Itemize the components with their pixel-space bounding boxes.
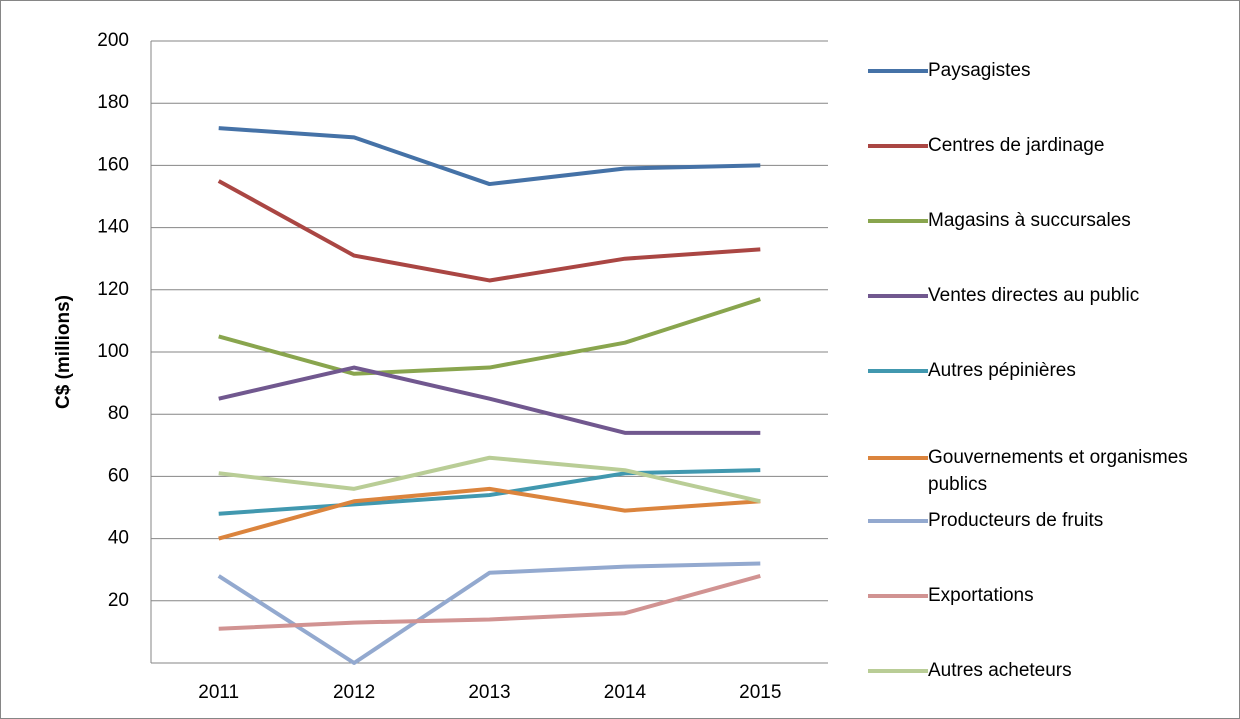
- legend-label: Magasins à succursales: [928, 210, 1131, 231]
- series-line: [218, 126, 761, 187]
- x-tick-label: 2012: [333, 682, 375, 703]
- x-tick-label: 2013: [468, 682, 510, 703]
- legend-label: Centres de jardinage: [928, 135, 1105, 156]
- series-line: [218, 468, 761, 516]
- y-tick-label: 140: [97, 217, 129, 238]
- y-tick-label: 60: [108, 465, 129, 486]
- legend-swatch: [868, 69, 928, 73]
- legend-label: Ventes directes au public: [928, 285, 1140, 306]
- y-tick-label: 100: [97, 341, 129, 362]
- x-tick-label: 2011: [198, 682, 239, 703]
- y-tick-label: 120: [97, 279, 129, 300]
- legend-label: Autres acheteurs: [928, 660, 1072, 681]
- legend-item: Paysagistes: [868, 57, 1218, 84]
- series-line: [218, 297, 761, 376]
- legend-label: Autres pépinières: [928, 360, 1076, 381]
- legend-label: Gouvernements et organismes publics: [928, 447, 1188, 495]
- legend-swatch: [868, 594, 928, 598]
- x-tick-label: 2014: [604, 682, 647, 703]
- legend-item: Producteurs de fruits: [868, 507, 1218, 534]
- series-line: [218, 486, 761, 541]
- y-tick-label: 20: [108, 590, 129, 611]
- legend-swatch: [868, 456, 928, 460]
- legend-item: Exportations: [868, 582, 1218, 609]
- x-tick-label: 2015: [739, 682, 781, 703]
- series-line: [217, 561, 761, 665]
- legend-item: Ventes directes au public: [868, 282, 1218, 309]
- legend-swatch: [868, 519, 928, 523]
- series-line: [218, 455, 761, 504]
- series-line: [217, 179, 761, 283]
- legend-swatch: [868, 669, 928, 673]
- legend-swatch: [868, 369, 928, 373]
- legend-item: Autres pépinières: [868, 357, 1218, 384]
- legend-item: Autres acheteurs: [868, 657, 1218, 684]
- legend-label: Exportations: [928, 585, 1034, 606]
- y-tick-label: 80: [108, 403, 129, 424]
- legend-item: Magasins à succursales: [868, 207, 1218, 234]
- series-line: [218, 573, 761, 631]
- y-axis-title: C$ (millions): [53, 295, 74, 409]
- legend-item: Centres de jardinage: [868, 132, 1218, 159]
- y-tick-label: 40: [108, 528, 129, 549]
- y-tick-label: 180: [97, 92, 129, 113]
- legend-swatch: [868, 294, 928, 298]
- legend-label: Paysagistes: [928, 60, 1031, 81]
- y-tick-label: 160: [97, 154, 129, 175]
- legend-swatch: [868, 144, 928, 148]
- y-tick-label: 200: [97, 30, 129, 51]
- series-line: [218, 365, 761, 435]
- legend-label: Producteurs de fruits: [928, 510, 1104, 531]
- legend-swatch: [868, 219, 928, 223]
- legend-item: Gouvernements et organismes publics: [868, 444, 1218, 498]
